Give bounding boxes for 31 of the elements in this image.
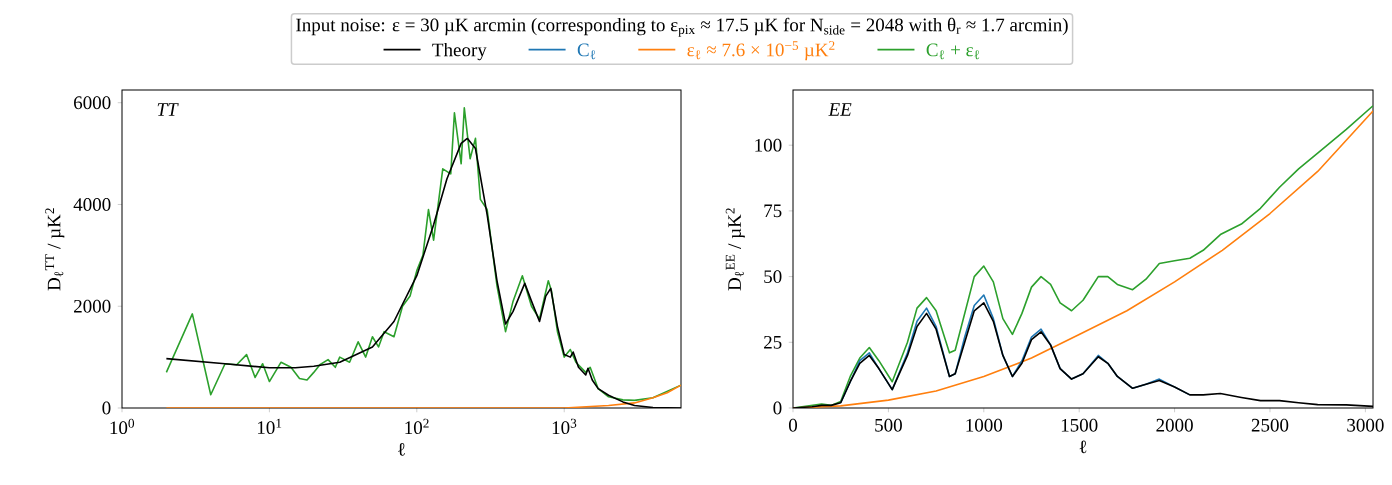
- legend-label: Theory: [432, 42, 487, 61]
- legend-label: C$_{ℓ}$ + ε$_{ℓ}$: [926, 43, 980, 60]
- x-tick-label: 1000: [966, 418, 1003, 432]
- y-tick-label: 100: [755, 138, 782, 152]
- y-tick-label: 6000: [74, 96, 111, 110]
- y-axis-title: D$_{ℓ}$$^{EE}$ / µK$^{2}$: [725, 208, 745, 291]
- y-tick-label: 2000: [74, 299, 111, 313]
- x-axis-title: ℓ: [398, 442, 405, 456]
- y-tick-label: 50: [764, 270, 782, 284]
- legend-title: Input noise: ε = 30 µK arcmin (corresponding to ε$_{pix}$ ≈ 17.5 µK for N$_{side}$ = 2048 with θ$_{r}$ ≈ 1.7 arcmin): [296, 17, 1068, 37]
- text: EE: [828, 103, 852, 116]
- text: TT: [157, 103, 179, 116]
- x-tick-label: 500: [875, 418, 902, 432]
- legend-label: ε$_{ℓ}$ ≈ 7.6 × 10$^{−5}$ µK$^{2}$: [687, 41, 835, 61]
- x-tick-label: 10$^{1}$: [257, 418, 282, 435]
- y-tick-label: 4000: [73, 198, 111, 211]
- x-tick-label: 3000: [1347, 418, 1384, 432]
- x-tick-label: 10$^{3}$: [552, 418, 577, 435]
- x-tick-label: 2000: [1156, 418, 1193, 432]
- y-tick-label: 0: [102, 401, 111, 415]
- x-tick-label: 1500: [1061, 418, 1098, 432]
- x-tick-label: 0: [788, 418, 798, 432]
- x-tick-label: 2500: [1251, 418, 1289, 432]
- x-tick-label: 10$^{2}$: [405, 418, 429, 435]
- y-tick-label: 25: [764, 335, 782, 349]
- y-tick-label: 75: [764, 204, 782, 218]
- y-axis-title: D$_{ℓ}$$^{TT}$ / µK$^{2}$: [45, 208, 65, 291]
- y-tick-label: 0: [773, 401, 782, 415]
- x-axis-title: ℓ: [1079, 440, 1087, 454]
- x-tick-label: 10$^{0}$: [110, 418, 135, 435]
- legend-label: C$_{ℓ}$: [577, 43, 596, 60]
